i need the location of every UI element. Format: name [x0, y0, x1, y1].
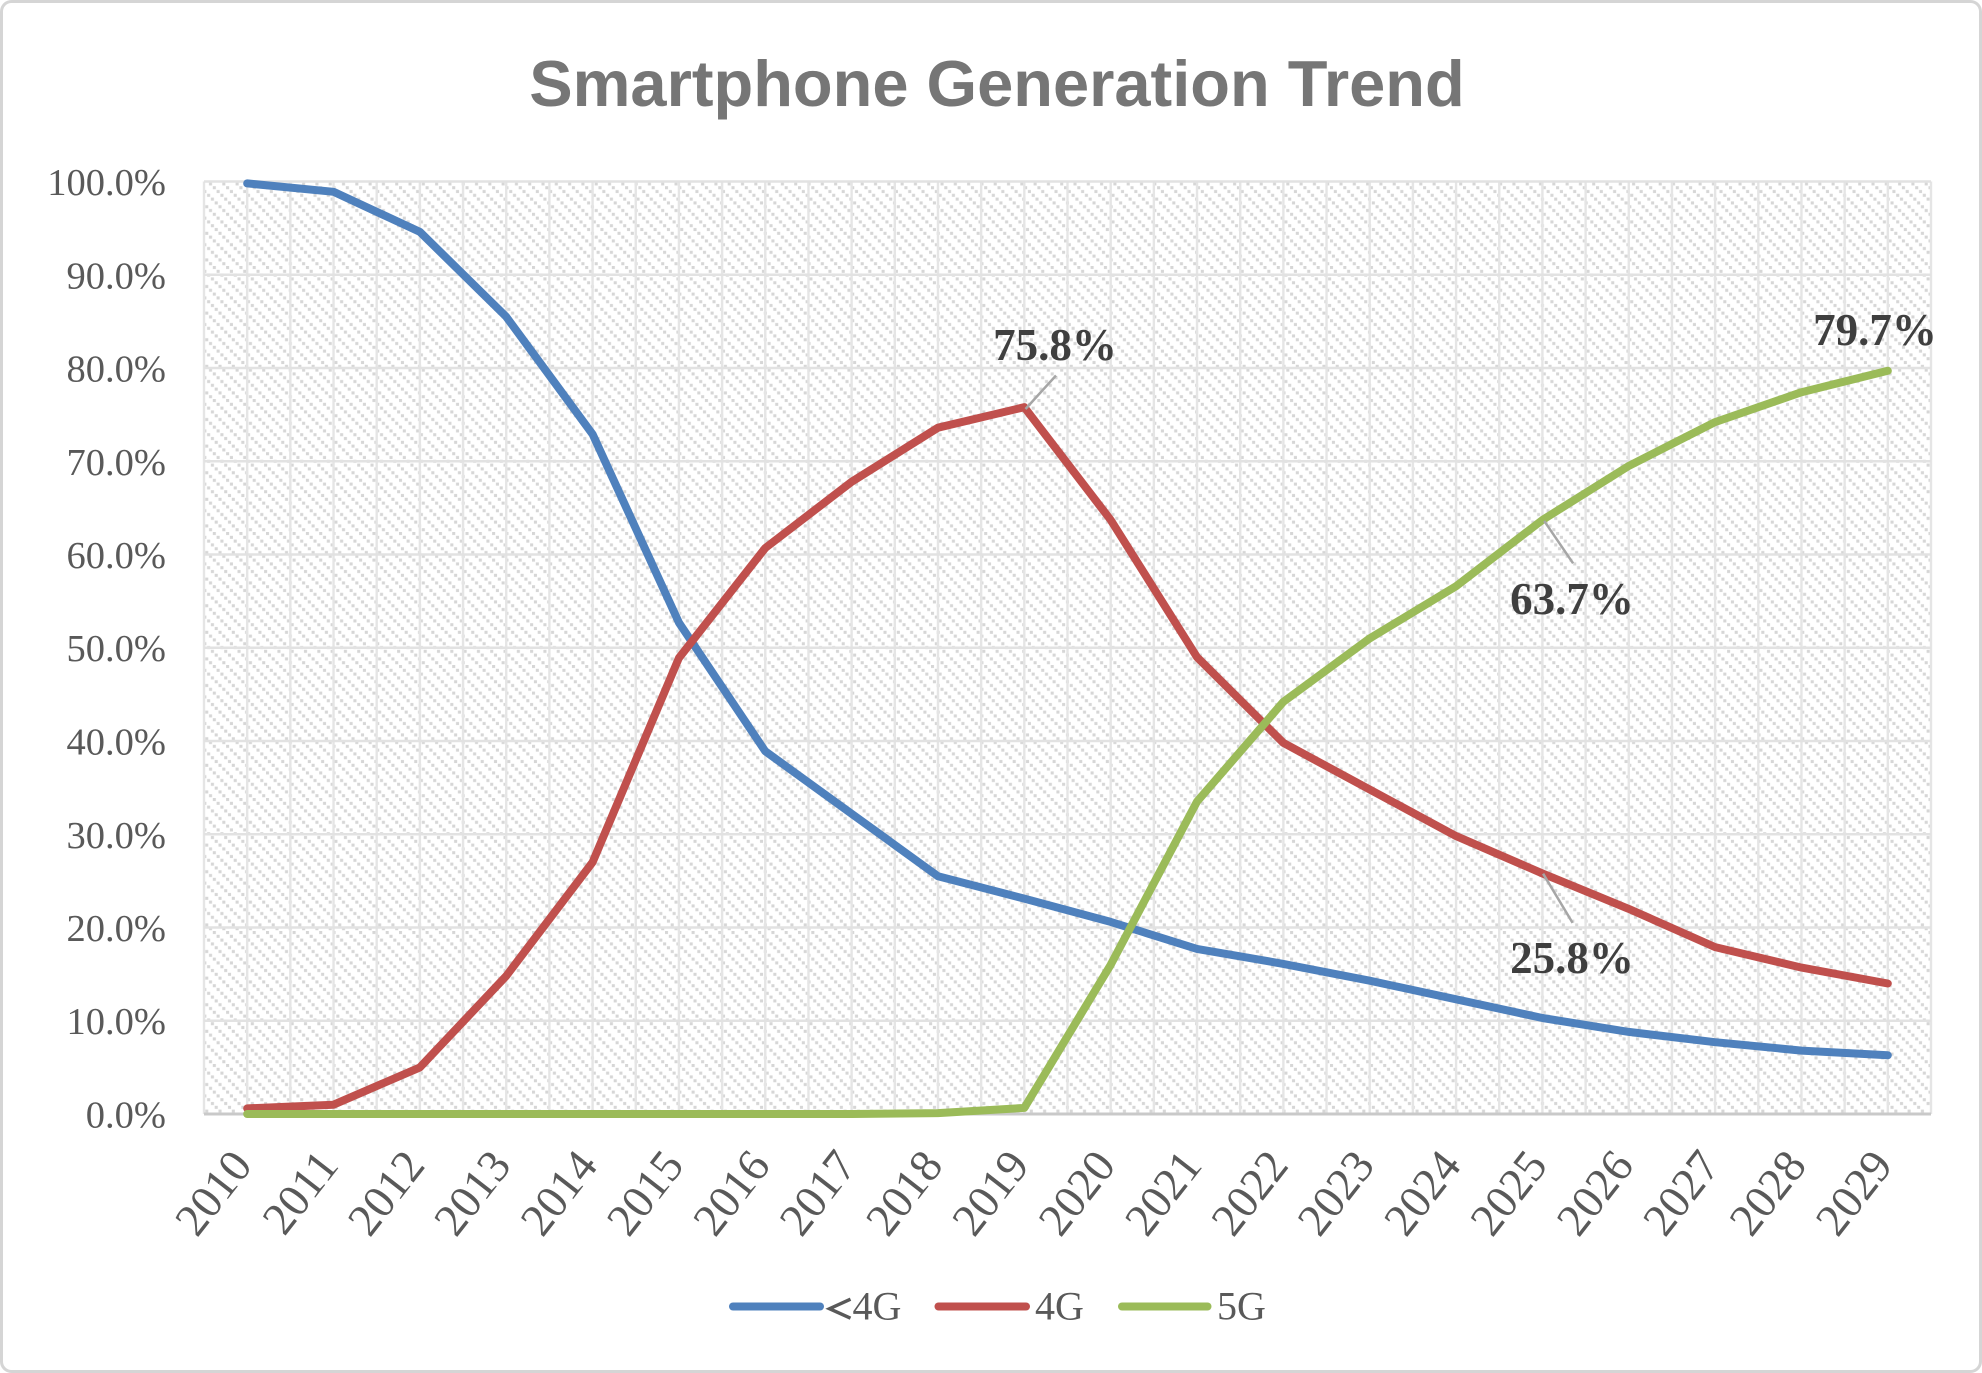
- svg-text:90.0%: 90.0%: [67, 255, 166, 297]
- svg-text:40.0%: 40.0%: [67, 722, 166, 764]
- svg-text:100.0%: 100.0%: [47, 162, 166, 204]
- svg-text:80.0%: 80.0%: [67, 349, 166, 391]
- svg-text:60.0%: 60.0%: [67, 535, 166, 577]
- svg-text:25.8%: 25.8%: [1510, 933, 1634, 983]
- svg-text:30.0%: 30.0%: [67, 815, 166, 857]
- svg-text:5G: 5G: [1217, 1284, 1266, 1329]
- svg-text:50.0%: 50.0%: [67, 628, 166, 670]
- svg-text:79.7%: 79.7%: [1813, 305, 1937, 355]
- svg-text:75.8%: 75.8%: [993, 320, 1117, 370]
- svg-text:0.0%: 0.0%: [86, 1095, 166, 1137]
- svg-text:63.7%: 63.7%: [1510, 574, 1634, 624]
- svg-text:4G: 4G: [1035, 1284, 1084, 1329]
- svg-text:Smartphone Generation Trend: Smartphone Generation Trend: [529, 47, 1464, 120]
- svg-text:10.0%: 10.0%: [67, 1001, 166, 1043]
- svg-text:70.0%: 70.0%: [67, 442, 166, 484]
- svg-text:4G: 4G: [853, 1284, 902, 1329]
- svg-text:20.0%: 20.0%: [67, 908, 166, 950]
